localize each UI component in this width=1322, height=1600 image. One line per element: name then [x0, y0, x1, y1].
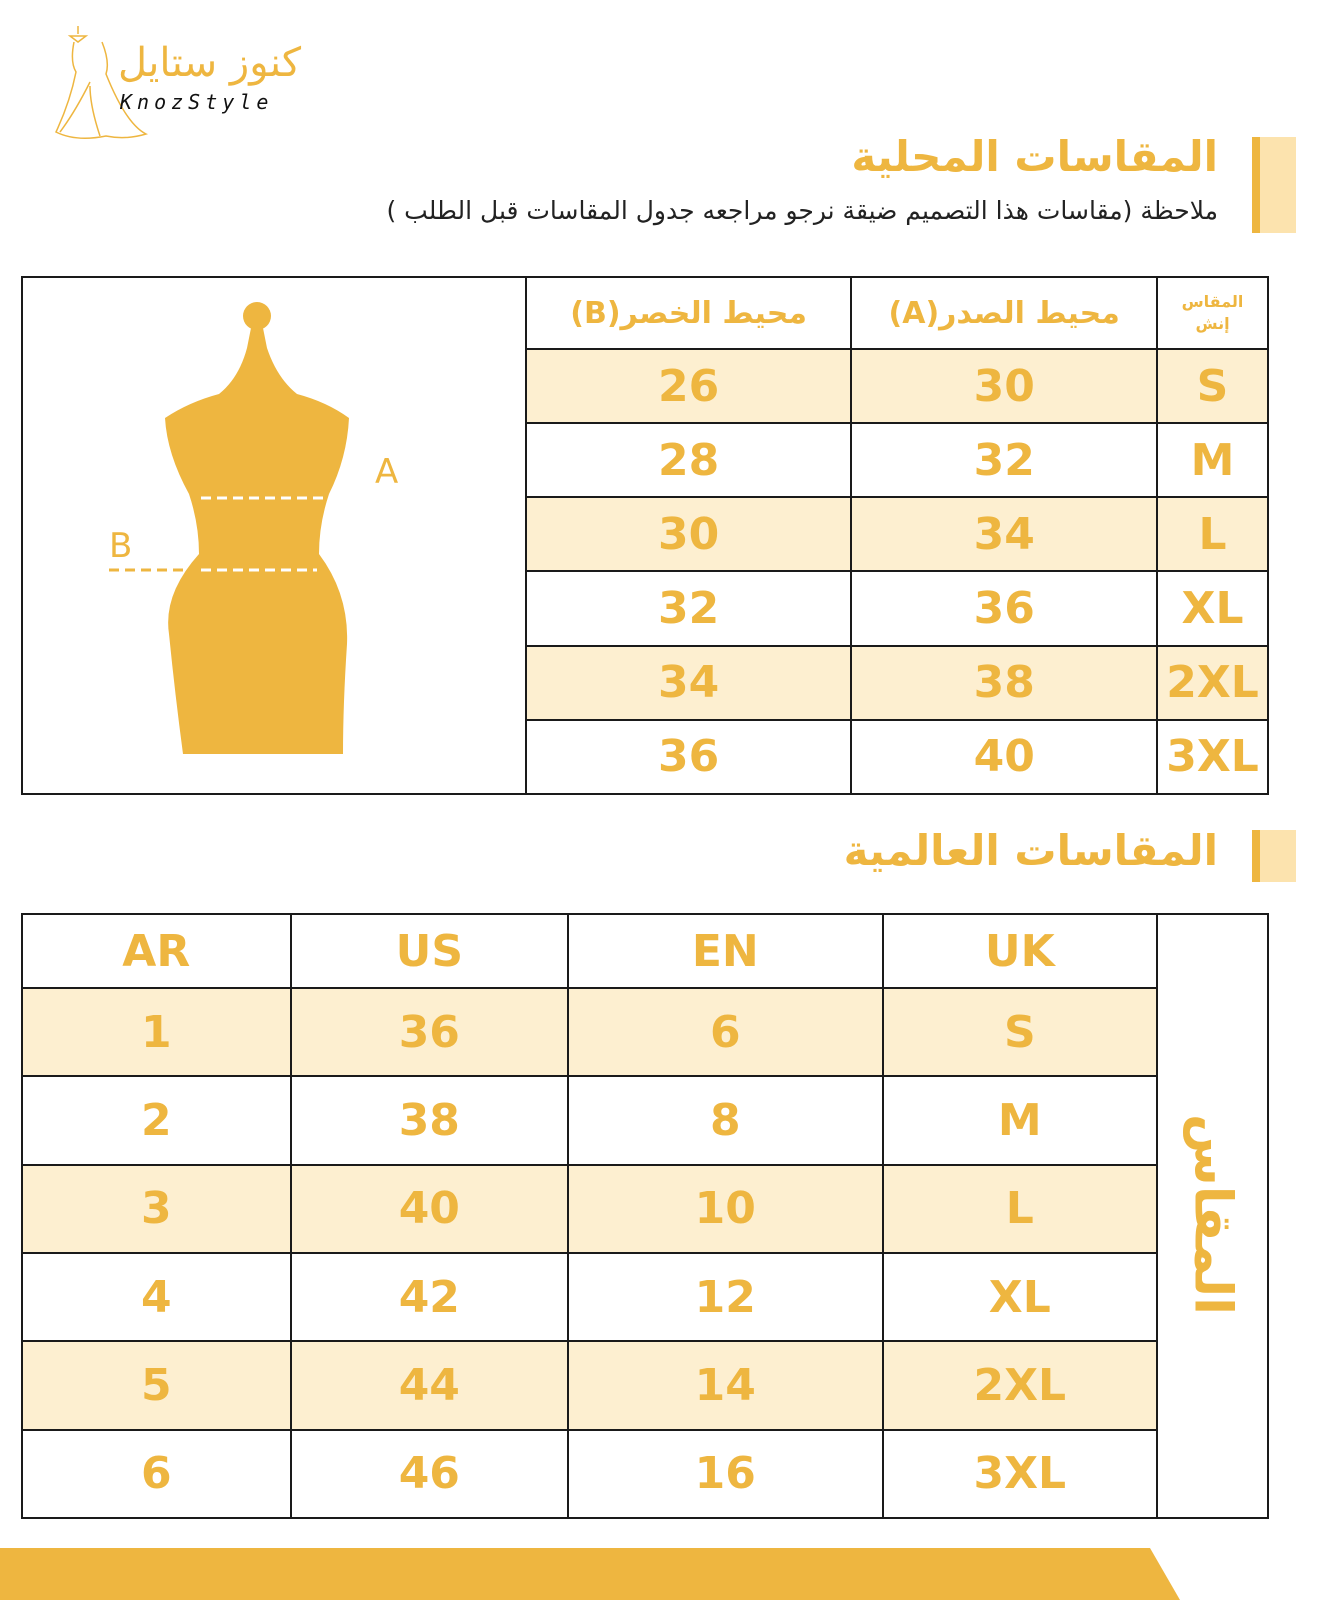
uk-cell: XL: [881, 1251, 1159, 1343]
size-cell: L: [1156, 496, 1269, 573]
local-sizes-title: المقاسات المحلية: [851, 132, 1218, 181]
header-size-label: المقاس: [1181, 292, 1244, 311]
table-row: 34 38 2XL: [22, 644, 1269, 721]
header-ar: AR: [21, 913, 292, 989]
us-cell: 40: [289, 1163, 570, 1254]
chest-marker-label: A: [375, 452, 399, 492]
en-cell: 8: [567, 1075, 884, 1166]
table-row: 3 40 10 L: [21, 1163, 1268, 1254]
uk-cell: M: [881, 1075, 1159, 1166]
table-row: 32 36 XL: [22, 570, 1269, 647]
table-row: 26 30 S: [22, 347, 1269, 425]
ar-cell: 5: [21, 1340, 292, 1431]
waist-cell: 34: [524, 644, 853, 721]
table-row: 5 44 14 2XL: [21, 1340, 1268, 1431]
en-cell: 14: [567, 1340, 884, 1431]
brand-name-arabic: كنوز ستايل: [117, 40, 301, 86]
size-side-label: المقاس: [1182, 1113, 1243, 1315]
header-us: US: [289, 913, 570, 989]
ar-cell: 6: [21, 1428, 292, 1520]
en-cell: 10: [567, 1163, 884, 1254]
size-cell: S: [1156, 347, 1269, 425]
size-cell: 2XL: [1156, 644, 1269, 721]
size-cell: 3XL: [1156, 718, 1269, 796]
size-cell: M: [1156, 422, 1269, 499]
chest-cell: 40: [850, 718, 1159, 796]
size-cell: XL: [1156, 570, 1269, 647]
header-size: المقاس إنش: [1156, 276, 1269, 350]
dress-logo-icon: [55, 26, 149, 139]
us-cell: 42: [289, 1251, 570, 1343]
us-cell: 36: [289, 986, 570, 1078]
heading-accent-bar: [1252, 830, 1296, 882]
en-cell: 16: [567, 1428, 884, 1520]
header-uk: UK: [881, 913, 1159, 989]
ar-cell: 3: [21, 1163, 292, 1254]
brand-name-english: KnozStyle: [120, 90, 274, 114]
heading-accent-bar: [1252, 137, 1296, 233]
waist-cell: 30: [524, 496, 853, 573]
header-en: EN: [567, 913, 884, 989]
table-row: 28 32 M: [22, 422, 1269, 499]
ar-cell: 4: [21, 1251, 292, 1343]
header-waist: محيط الخصر(B): [524, 276, 853, 350]
table-row: 4 42 12 XL: [21, 1251, 1268, 1343]
us-cell: 44: [289, 1340, 570, 1431]
mannequin-diagram: A B: [21, 276, 527, 795]
mannequin-icon: [109, 302, 349, 754]
size-side-label-cell: المقاس: [1156, 913, 1269, 1519]
local-size-table: A B محيط الخصر(B) محيط الصدر(A) المقاس إن…: [21, 276, 1269, 796]
waist-cell: 28: [524, 422, 853, 499]
chest-cell: 34: [850, 496, 1159, 573]
table-row: 30 34 L: [22, 496, 1269, 573]
table-row: 36 40 3XL: [22, 718, 1269, 796]
waist-cell: 26: [524, 347, 853, 425]
chest-cell: 30: [850, 347, 1159, 425]
chest-cell: 36: [850, 570, 1159, 647]
header-unit-label: إنش: [1195, 314, 1230, 333]
en-cell: 12: [567, 1251, 884, 1343]
ar-cell: 1: [21, 986, 292, 1078]
chest-cell: 38: [850, 644, 1159, 721]
local-sizes-note: ملاحظة (مقاسات هذا التصميم ضيقة نرجو مرا…: [386, 196, 1218, 225]
ar-cell: 2: [21, 1075, 292, 1166]
table-row: 1 36 6 S: [21, 986, 1268, 1078]
footer-accent-bar: [0, 1548, 1180, 1600]
international-sizes-title: المقاسات العالمية: [843, 826, 1218, 875]
table-row: 6 46 16 3XL: [21, 1428, 1268, 1520]
uk-cell: 3XL: [881, 1428, 1159, 1520]
table-row: 2 38 8 M: [21, 1075, 1268, 1166]
waist-cell: 36: [524, 718, 853, 796]
en-cell: 6: [567, 986, 884, 1078]
brand-logo: كنوز ستايل KnozStyle: [40, 22, 330, 147]
uk-cell: L: [881, 1163, 1159, 1254]
header-chest: محيط الصدر(A): [850, 276, 1159, 350]
uk-cell: 2XL: [881, 1340, 1159, 1431]
waist-marker-label: B: [109, 526, 133, 566]
uk-cell: S: [881, 986, 1159, 1078]
chest-cell: 32: [850, 422, 1159, 499]
us-cell: 38: [289, 1075, 570, 1166]
us-cell: 46: [289, 1428, 570, 1520]
waist-cell: 32: [524, 570, 853, 647]
